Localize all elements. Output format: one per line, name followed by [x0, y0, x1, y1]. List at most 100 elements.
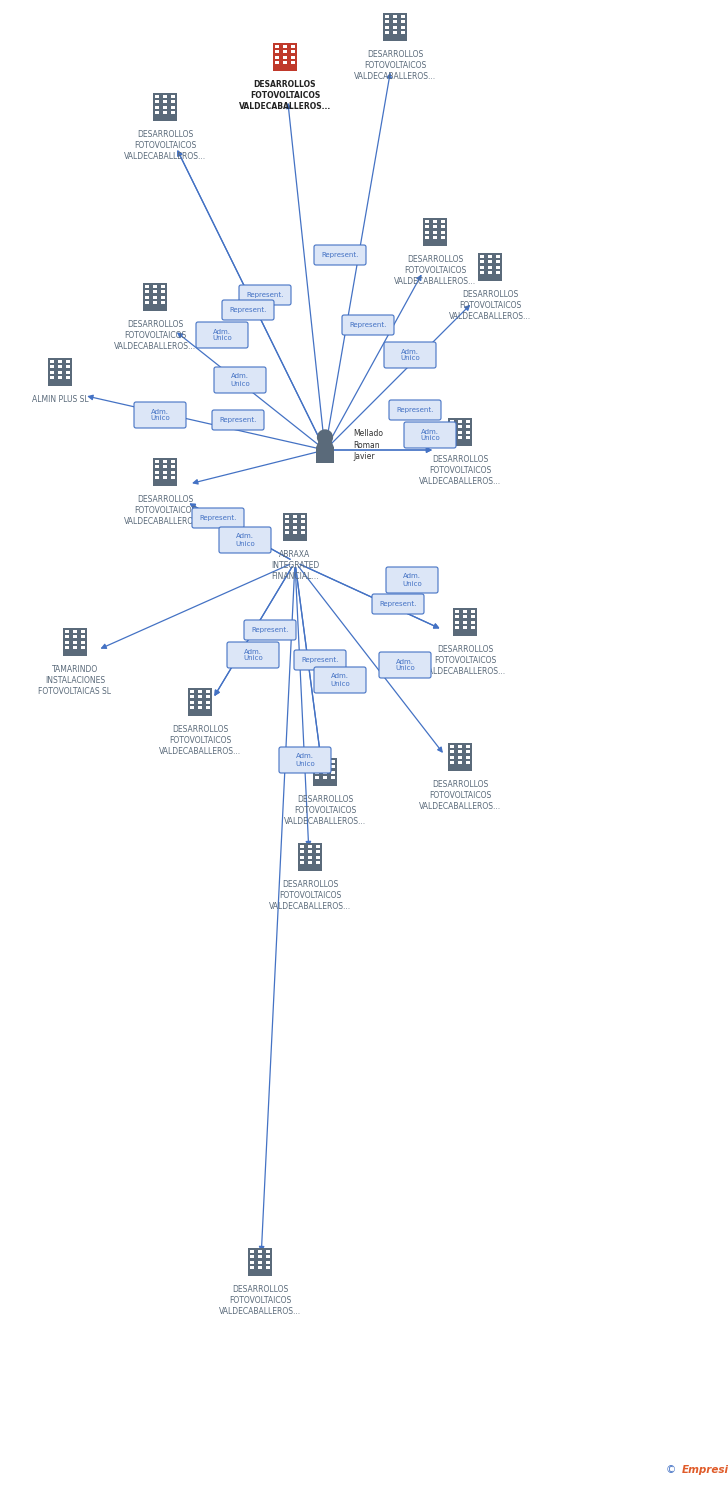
Bar — [153, 296, 157, 298]
Bar — [480, 272, 484, 274]
Bar — [433, 237, 437, 240]
Bar — [143, 282, 167, 312]
Bar — [66, 360, 70, 363]
Bar — [161, 291, 165, 292]
Bar — [171, 106, 175, 109]
Bar — [423, 217, 447, 246]
Bar — [488, 261, 492, 262]
Bar — [401, 26, 405, 28]
Bar — [266, 1266, 270, 1269]
Bar — [471, 609, 475, 612]
Bar — [448, 742, 472, 771]
Bar — [250, 1262, 254, 1264]
Bar — [275, 51, 279, 53]
Bar — [425, 231, 429, 234]
Text: DESARROLLOS
FOTOVOLTAICOS
VALDECABALLEROS...: DESARROLLOS FOTOVOLTAICOS VALDECABALLERO… — [124, 130, 206, 160]
Bar — [163, 465, 167, 468]
Bar — [315, 771, 319, 774]
Bar — [453, 608, 477, 636]
Text: Adm.
Unico: Adm. Unico — [400, 348, 420, 361]
Bar — [425, 237, 429, 240]
Text: Adm.
Unico: Adm. Unico — [395, 658, 415, 672]
Text: Mellado
Roman
Javier: Mellado Roman Javier — [353, 429, 383, 460]
Bar — [300, 861, 304, 864]
Bar — [478, 252, 502, 282]
Text: Represent.: Represent. — [199, 514, 237, 520]
Text: ABRAXA
INTEGRATED
FINANCIAL...: ABRAXA INTEGRATED FINANCIAL... — [271, 550, 319, 580]
Bar — [66, 366, 70, 368]
Bar — [298, 843, 322, 872]
Bar — [300, 850, 304, 853]
Bar — [315, 759, 319, 762]
Bar — [275, 56, 279, 58]
Text: DESARROLLOS
FOTOVOLTAICOS
VALDECABALLEROS...: DESARROLLOS FOTOVOLTAICOS VALDECABALLERO… — [239, 80, 331, 111]
Bar — [283, 51, 287, 53]
Bar — [463, 627, 467, 630]
Bar — [433, 231, 437, 234]
Bar — [290, 45, 295, 48]
Bar — [450, 756, 454, 759]
Bar — [471, 621, 475, 624]
Bar — [153, 285, 157, 288]
Bar — [290, 51, 295, 53]
Bar — [285, 526, 289, 530]
Text: DESARROLLOS
FOTOVOLTAICOS
VALDECABALLEROS...: DESARROLLOS FOTOVOLTAICOS VALDECABALLERO… — [219, 1286, 301, 1316]
Bar — [488, 272, 492, 274]
Bar — [471, 615, 475, 618]
Bar — [153, 291, 157, 292]
Bar — [65, 640, 69, 644]
Bar — [331, 771, 335, 774]
Bar — [50, 376, 54, 380]
Bar — [466, 762, 470, 765]
Text: ©: © — [667, 1466, 680, 1474]
Bar — [161, 302, 165, 304]
Bar — [155, 100, 159, 104]
Bar — [163, 471, 167, 474]
FancyBboxPatch shape — [389, 400, 441, 420]
Bar — [153, 458, 177, 486]
Bar — [250, 1256, 254, 1258]
Bar — [155, 459, 159, 462]
Bar — [163, 106, 167, 109]
Bar — [440, 237, 445, 240]
Bar — [293, 531, 297, 534]
FancyBboxPatch shape — [192, 509, 244, 528]
Bar — [448, 417, 472, 447]
Bar — [283, 62, 287, 64]
Text: Adm.
Unico: Adm. Unico — [295, 753, 315, 766]
Bar — [316, 856, 320, 859]
Bar — [198, 706, 202, 710]
Bar — [206, 700, 210, 703]
Bar — [466, 430, 470, 433]
Bar — [466, 756, 470, 759]
Text: Represent.: Represent. — [396, 406, 434, 412]
Bar — [161, 296, 165, 298]
Bar — [458, 430, 462, 433]
Bar — [171, 111, 175, 114]
Bar — [81, 636, 85, 638]
Bar — [155, 477, 159, 480]
Text: ALMIN PLUS SL: ALMIN PLUS SL — [32, 394, 88, 404]
Bar — [145, 296, 149, 298]
Text: Adm.
Unico: Adm. Unico — [212, 328, 232, 342]
Bar — [450, 420, 454, 423]
Bar — [315, 765, 319, 768]
Bar — [285, 531, 289, 534]
Bar — [300, 856, 304, 859]
Bar — [323, 777, 327, 780]
Bar — [440, 219, 445, 222]
Bar — [58, 370, 62, 374]
Bar — [58, 366, 62, 368]
Bar — [471, 627, 475, 630]
Bar — [458, 420, 462, 423]
Bar — [163, 111, 167, 114]
FancyBboxPatch shape — [386, 567, 438, 592]
Bar — [258, 1262, 262, 1264]
Text: DESARROLLOS
FOTOVOLTAICOS
VALDECABALLEROS...: DESARROLLOS FOTOVOLTAICOS VALDECABALLERO… — [449, 290, 531, 321]
Bar — [458, 436, 462, 439]
Bar — [425, 219, 429, 222]
Bar — [171, 477, 175, 480]
Bar — [315, 777, 319, 780]
Bar — [58, 360, 62, 363]
Bar — [308, 861, 312, 864]
